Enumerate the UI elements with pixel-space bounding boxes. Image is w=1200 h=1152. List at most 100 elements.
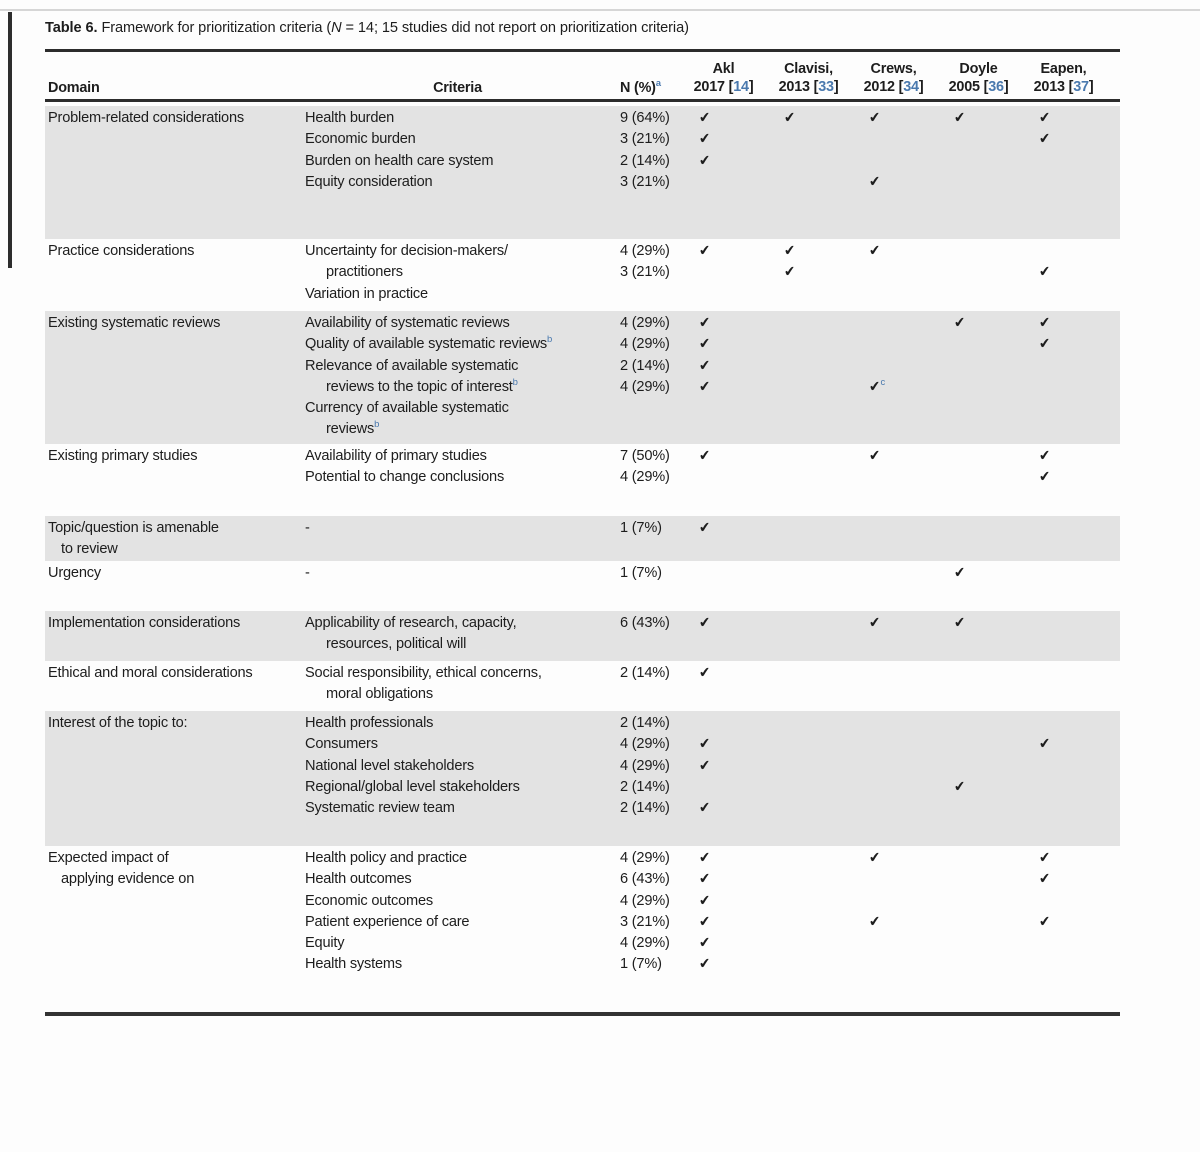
citation-ref-link[interactable]: 34: [903, 78, 919, 95]
study-year: 2013 [: [1033, 78, 1074, 95]
study-year-bracket: ]: [833, 78, 839, 95]
check-cell-eapen: ✔: [1028, 467, 1113, 488]
check-cell-akl: ✔: [688, 356, 773, 377]
domain-cell: [45, 734, 300, 755]
criteria-text: Health professionals: [305, 715, 434, 731]
criteria-cell: Health outcomes: [300, 869, 615, 890]
criteria-text: practitioners: [326, 264, 403, 281]
criteria-cell: Equity: [300, 933, 615, 954]
table-row: Existing primary studies Availability of …: [45, 446, 1120, 467]
check-cell-akl: [688, 172, 773, 193]
criteria-cell: Patient experience of care: [300, 912, 615, 933]
check-cell-akl: [688, 777, 773, 798]
study-year-ref: 2012 [34]: [858, 79, 929, 97]
table-caption-text: Framework for prioritization criteria (: [101, 20, 332, 36]
check-cell-akl: [688, 634, 773, 655]
criteria-cell: [300, 539, 615, 560]
check-cell-crews: ✔: [858, 172, 943, 193]
n-percent-cell: [615, 419, 688, 440]
table-row: Existing systematic reviews Availability …: [45, 313, 1120, 334]
check-cell-akl: ✔: [688, 954, 773, 975]
check-cell-clavisi: [773, 446, 858, 467]
domain-group-band: Expected impact of Health policy and prac…: [45, 846, 1120, 1012]
checkmark-icon: ✔: [953, 564, 967, 582]
check-cell-crews: [858, 518, 943, 539]
study-year-bracket: ]: [918, 78, 924, 95]
study-name: Eapen,: [1040, 61, 1087, 77]
study-name: Doyle: [959, 61, 998, 77]
domain-cell: Urgency: [48, 565, 101, 581]
checkmark-icon: ✔: [698, 335, 712, 353]
domain-cell: Practice considerations: [48, 243, 195, 259]
citation-ref-link[interactable]: 33: [818, 78, 834, 95]
checkmark-icon: ✔: [868, 614, 882, 632]
checkmark-icon: ✔: [698, 130, 712, 148]
checkmark-icon: ✔: [868, 378, 882, 396]
domain-cell: [45, 398, 300, 419]
check-cell-akl: ✔: [688, 912, 773, 933]
check-cell-eapen: [1028, 684, 1113, 705]
n-percent-cell: 1 (7%): [620, 520, 662, 536]
table-row: reviews to the topic of interestb 4 (29%)…: [45, 377, 1120, 398]
n-percent-cell: 4 (29%): [620, 892, 670, 909]
check-cell-eapen: [1028, 634, 1113, 655]
check-cell-doyle: [943, 151, 1028, 172]
criteria-cell: reviews to the topic of interestb: [300, 377, 615, 398]
check-cell-doyle: [943, 377, 1028, 398]
checkmark-icon: ✔: [698, 519, 712, 537]
check-cell-doyle: [943, 539, 1028, 560]
citation-ref-link[interactable]: 14: [733, 78, 749, 95]
check-cell-clavisi: [773, 684, 858, 705]
criteria-text: Relevance of available systematic: [305, 357, 519, 374]
criteria-text: Patient experience of care: [305, 913, 470, 930]
criteria-cell: Consumers: [300, 734, 615, 755]
table-row: Potential to change conclusions 4 (29%) ✔: [45, 467, 1120, 488]
table-row: Problem-related considerations Health bur…: [45, 108, 1120, 129]
checkmark-icon: ✔: [698, 447, 712, 465]
table-caption-text-rest: = 14; 15 studies did not report on prior…: [341, 20, 689, 36]
column-header-n-label: N (%): [620, 80, 656, 96]
n-percent-cell: 1 (7%): [620, 956, 662, 973]
criteria-text: Economic burden: [305, 131, 416, 148]
check-cell-eapen: [1028, 419, 1113, 440]
table-row: Relevance of available systematic 2 (14%)…: [45, 356, 1120, 377]
check-cell-clavisi: [773, 356, 858, 377]
study-year-bracket: ]: [748, 78, 754, 95]
check-cell-clavisi: ✔: [773, 262, 858, 283]
citation-ref-link[interactable]: 37: [1073, 78, 1089, 95]
checkmark-icon: ✔: [698, 357, 712, 375]
check-cell-doyle: [943, 954, 1028, 975]
check-cell-clavisi: [773, 334, 858, 355]
check-cell-crews: [858, 869, 943, 890]
checkmark-icon: ✔: [783, 109, 797, 127]
criteria-cell: Availability of primary studies: [300, 446, 615, 467]
check-cell-crews: [858, 313, 943, 334]
criteria-cell: reviewsb: [300, 419, 615, 440]
page-left-edge-line: [8, 12, 12, 268]
check-cell-crews: [858, 539, 943, 560]
column-header-study-doyle: Doyle 2005 [36]: [943, 61, 1028, 96]
check-cell-akl: ✔: [688, 848, 773, 869]
n-percent-cell: 4 (29%): [620, 315, 670, 331]
criteria-text: -: [305, 565, 310, 581]
n-percent-cell: 2 (14%): [620, 152, 670, 169]
table-caption-label: Table 6.: [45, 20, 98, 36]
criteria-text: Availability of systematic reviews: [305, 315, 510, 331]
check-cell-clavisi: [773, 563, 858, 584]
table-row: Currency of available systematic: [45, 398, 1120, 419]
domain-cell: Ethical and moral considerations: [48, 665, 253, 681]
check-cell-eapen: ✔: [1028, 446, 1113, 467]
domain-cell: [45, 172, 300, 193]
criteria-cell: -: [300, 563, 615, 584]
check-cell-akl: ✔: [688, 129, 773, 150]
page-top-divider: [0, 9, 1200, 11]
check-cell-eapen: [1028, 172, 1113, 193]
criteria-text: Currency of available systematic: [305, 400, 509, 417]
table-row: Equity 4 (29%) ✔: [45, 933, 1120, 954]
check-cell-clavisi: [773, 848, 858, 869]
checkmark-icon: ✔: [1038, 335, 1052, 353]
check-cell-doyle: [943, 798, 1028, 819]
citation-ref-link[interactable]: 36: [988, 78, 1004, 95]
check-cell-doyle: [943, 518, 1028, 539]
table-caption: Table 6. Framework for prioritization cri…: [45, 20, 1120, 44]
